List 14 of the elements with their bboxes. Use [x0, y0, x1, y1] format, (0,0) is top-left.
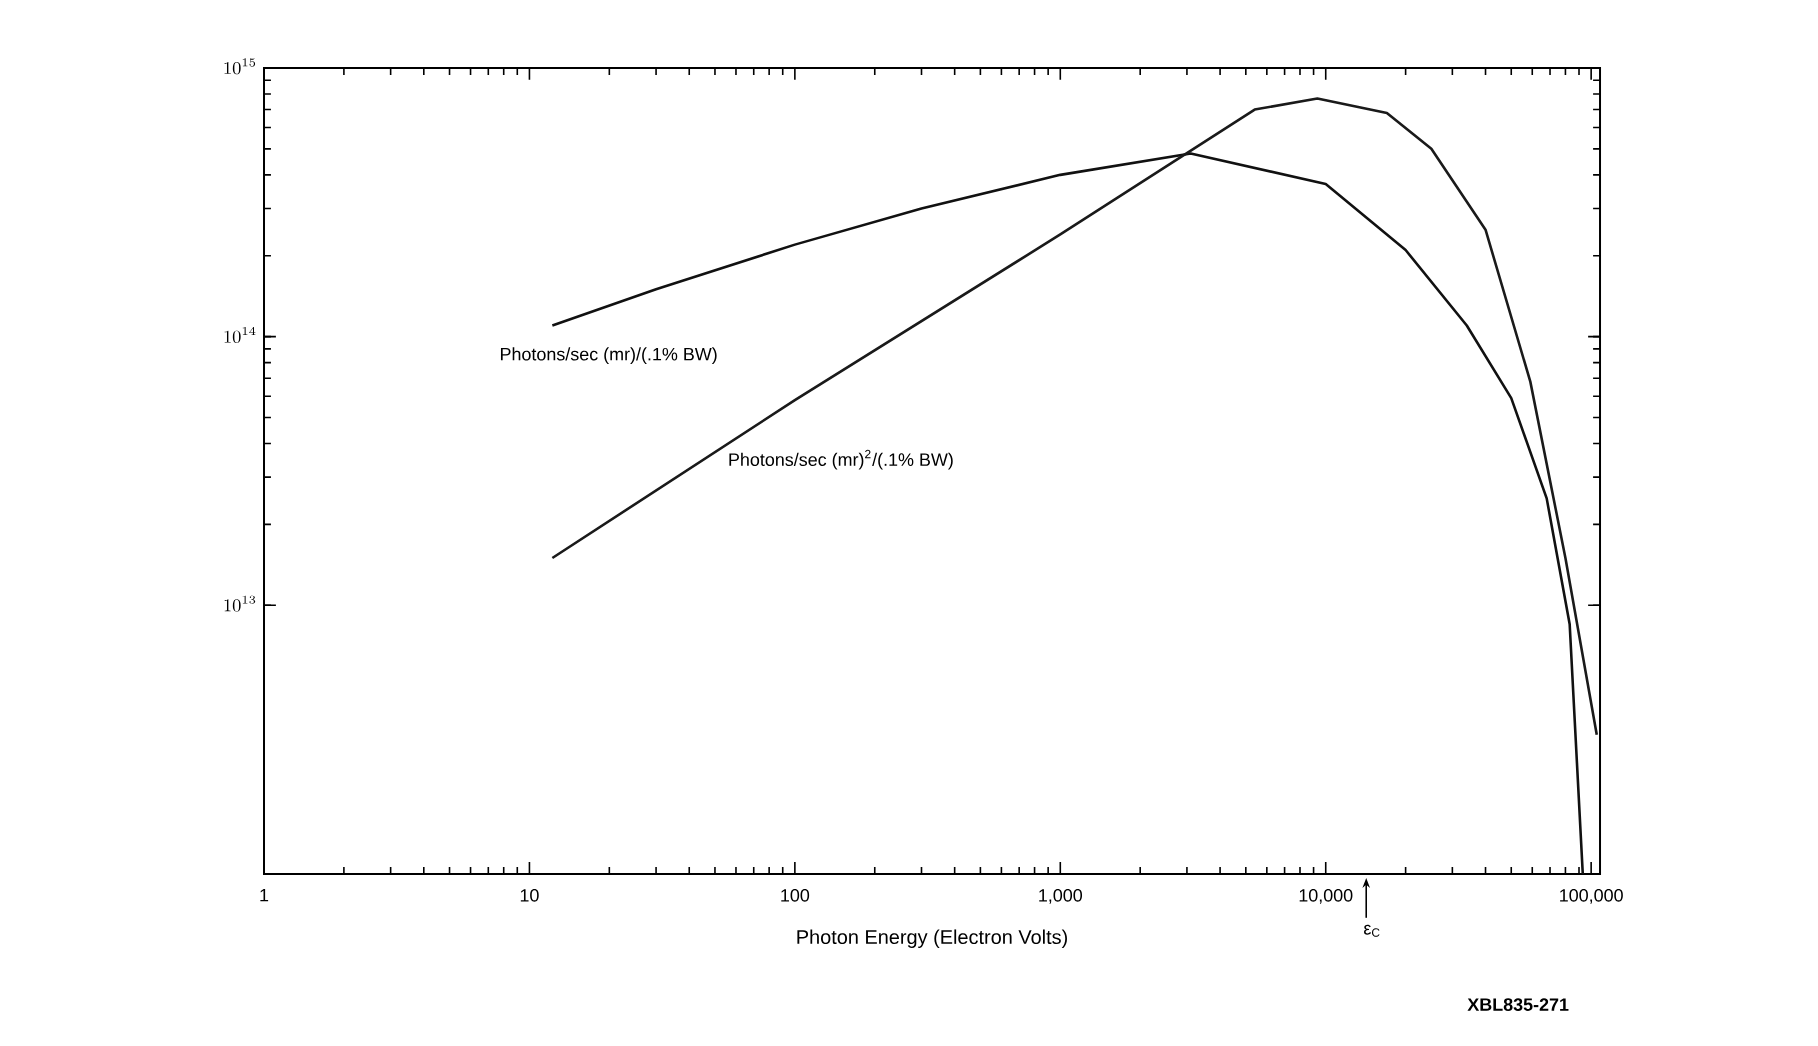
series-label: Photons/sec (mr)$^{2}$/(.1% BW)	[729, 449, 953, 470]
text: XBL835-271	[1467, 998, 1569, 1011]
x-axis-title: Photon Energy (Electron Volts)	[797, 929, 1067, 948]
y-tick-label: $10^{15}$	[224, 58, 256, 75]
x-tick-label: 10,000	[1299, 888, 1353, 904]
x-tick-label: 1	[260, 888, 269, 902]
text: ε$_{C}$	[1364, 924, 1380, 937]
x-tick-label: 100	[781, 888, 810, 902]
y-tick-label: $10^{13}$	[224, 595, 256, 612]
x-tick-label: 1,000	[1039, 888, 1083, 904]
x-tick-label: 100,000	[1560, 888, 1623, 904]
x-tick-label: 10	[520, 888, 539, 902]
y-tick-label: $10^{14}$	[224, 326, 256, 343]
text: Photons/sec (mr)/(.1% BW)	[500, 347, 717, 365]
